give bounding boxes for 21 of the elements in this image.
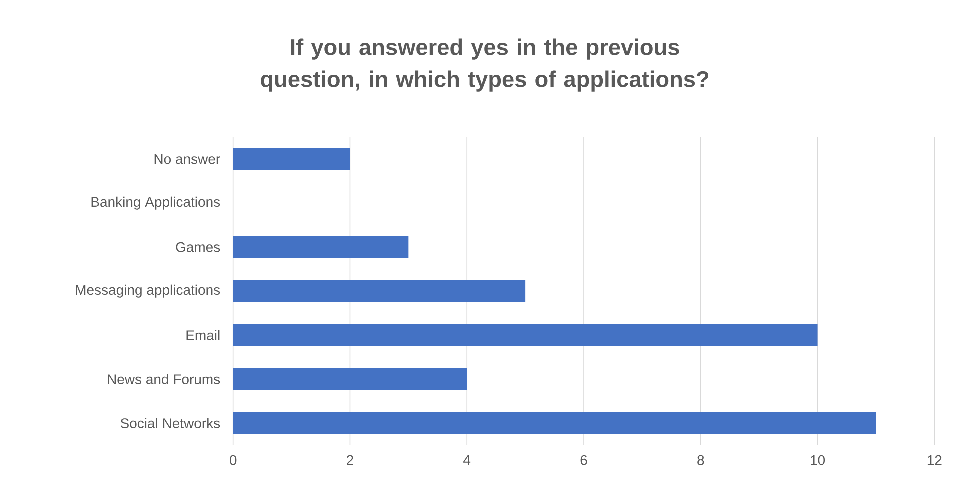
y-tick-label: Messaging applications xyxy=(76,284,220,298)
y-tick-label: Games xyxy=(176,242,220,252)
x-tick-label: 12 xyxy=(928,455,942,466)
bar xyxy=(233,324,818,346)
bar xyxy=(233,236,409,258)
y-tick-label: Banking Applications xyxy=(92,196,220,210)
chart-title: If you answered yes in the previous question, in which types of applications? xyxy=(261,38,709,92)
x-tick-label: 6 xyxy=(580,455,588,466)
x-tick-label: 10 xyxy=(811,455,826,466)
bar xyxy=(233,280,526,302)
x-tick-label: 0 xyxy=(230,455,237,466)
bar xyxy=(233,368,468,390)
x-tick-label: 4 xyxy=(464,455,471,466)
y-tick-label: Email xyxy=(186,330,220,340)
x-tick-label: 8 xyxy=(698,455,704,466)
y-tick-label: Social Networks xyxy=(120,418,220,428)
y-tick-label: No answer xyxy=(154,154,220,164)
bar xyxy=(233,412,876,434)
x-tick-label: 2 xyxy=(347,455,354,466)
bar xyxy=(233,148,350,170)
y-tick-label: News and Forums xyxy=(108,374,220,384)
